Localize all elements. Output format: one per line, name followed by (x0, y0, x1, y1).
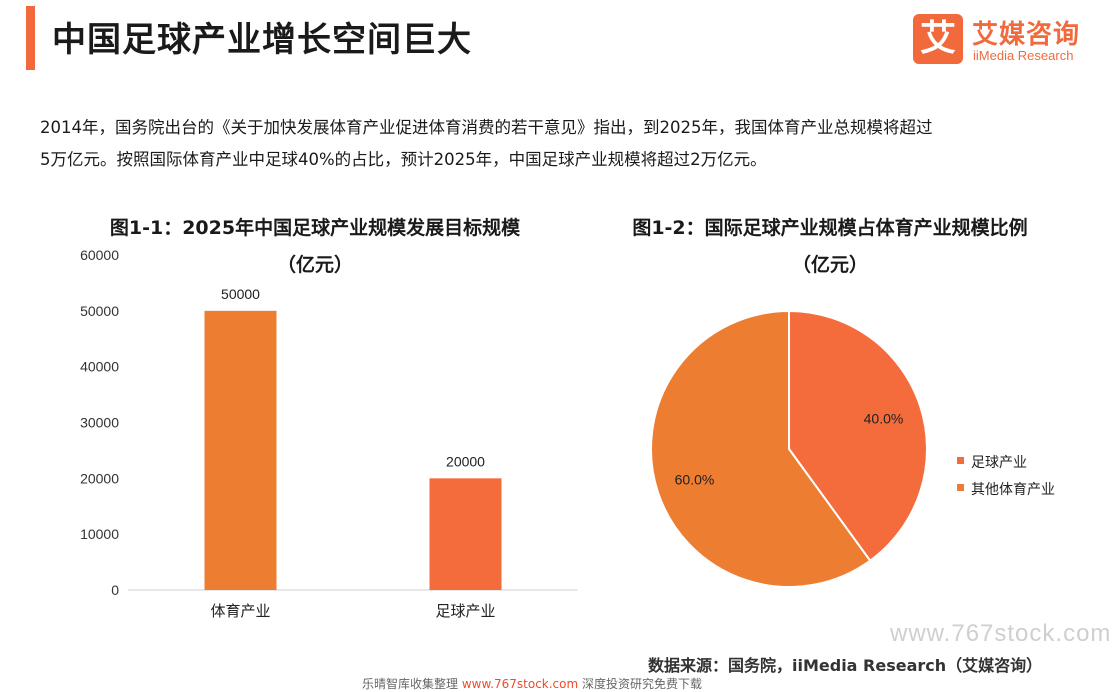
watermark-prefix: 乐晴智库收集整理 (362, 677, 462, 691)
bar-chart-title: 图1-1：2025年中国足球产业规模发展目标规模 （亿元） (80, 210, 550, 284)
watermark-url: www.767stock.com (461, 677, 579, 691)
legend-label: 足球产业 (971, 455, 1027, 471)
pie-chart-title: 图1-2：国际足球产业规模占体育产业规模比例 （亿元） (600, 210, 1060, 284)
legend-swatch (957, 457, 964, 464)
intro-line-2: 5万亿元。按照国际体育产业中足球40%的占比，预计2025年，中国足球产业规模将… (40, 150, 767, 169)
bar-data-label: 20000 (446, 453, 485, 469)
pie-chart-subtitle: （亿元） (791, 254, 868, 276)
pie-slice-1 (788, 309, 928, 563)
logo-name-cn: 艾媒咨询 (972, 20, 1081, 50)
y-tick-label: 30000 (80, 415, 119, 431)
title-accent-bar (26, 6, 35, 70)
y-tick-label: 50000 (80, 303, 119, 319)
intro-paragraph: 2014年，国务院出台的《关于加快发展体育产业促进体育消费的若干意见》指出，到2… (40, 112, 1050, 176)
x-category-label: 足球产业 (435, 602, 495, 620)
y-tick-label: 40000 (80, 359, 119, 375)
x-category-label: 体育产业 (210, 602, 270, 620)
intro-line-1: 2014年，国务院出台的《关于加快发展体育产业促进体育消费的若干意见》指出，到2… (40, 118, 933, 137)
watermark-suffix: 深度投资研究免费下载 (578, 677, 703, 691)
pie-data-label: 60.0% (675, 472, 715, 488)
page-title: 中国足球产业增长空间巨大 (52, 20, 472, 60)
watermark-site: www.767stock.com (890, 620, 1112, 647)
data-source: 数据来源：国务院，iiMedia Research（艾媒咨询） (648, 656, 1043, 675)
y-tick-label: 20000 (80, 470, 119, 486)
pie-chart-title-text: 图1-2：国际足球产业规模占体育产业规模比例 (632, 217, 1028, 239)
pie-data-label: 40.0% (864, 410, 904, 426)
bar-2 (429, 478, 502, 590)
bar-data-label: 50000 (221, 286, 260, 302)
logo-name-en: iiMedia Research (973, 48, 1074, 63)
brand-logo: 艾 艾媒咨询 iiMedia Research (910, 12, 1100, 66)
y-tick-label: 0 (111, 582, 119, 598)
legend-swatch (957, 484, 964, 491)
bar-chart-subtitle: （亿元） (276, 254, 353, 276)
watermark-footer: 乐晴智库收集整理 www.767stock.com 深度投资研究免费下载 (362, 675, 702, 692)
y-tick-label: 10000 (80, 526, 119, 542)
legend-label: 其他体育产业 (971, 482, 1055, 498)
logo-mark-icon: 艾 (913, 14, 963, 64)
bar-1 (204, 310, 277, 590)
bar-chart-title-text: 图1-1：2025年中国足球产业规模发展目标规模 (109, 217, 521, 239)
pie-slice-2 (650, 309, 872, 588)
